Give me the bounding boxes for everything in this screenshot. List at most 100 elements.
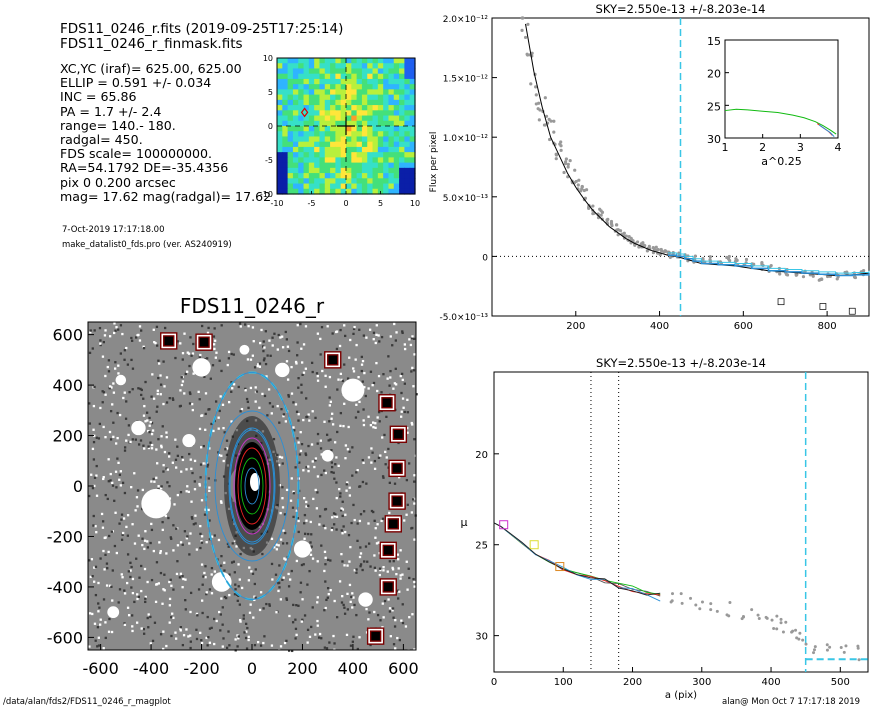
image-noise <box>247 638 250 642</box>
heatmap-cell <box>377 78 384 85</box>
heatmap-cell <box>282 141 289 148</box>
image-noise <box>253 643 257 647</box>
image-noise <box>92 514 95 518</box>
heatmap-cell <box>298 110 305 117</box>
image-noise <box>352 367 355 370</box>
profile-line-black <box>525 23 870 276</box>
mu-point <box>779 621 783 625</box>
sky-point <box>537 118 541 122</box>
image-noise <box>343 606 346 609</box>
sky-point <box>629 236 633 240</box>
heatmap-cell <box>356 178 363 185</box>
heatmap-cell <box>335 105 342 111</box>
heatmap-cell <box>287 136 294 143</box>
image-noise <box>328 641 331 644</box>
image-noise <box>99 339 102 342</box>
heatmap-cell <box>367 183 374 190</box>
mu-point <box>825 643 829 647</box>
inset-x-axis-label: a^0.25 <box>761 155 801 168</box>
image-noise <box>399 577 402 580</box>
image-noise <box>208 627 212 630</box>
image-noise <box>358 328 361 331</box>
image-noise <box>179 572 183 575</box>
image-noise <box>280 408 283 411</box>
image-noise <box>119 484 122 487</box>
image-noise <box>122 396 125 400</box>
heatmap-cell <box>319 99 326 106</box>
image-noise <box>335 347 339 351</box>
heatmap-cell <box>335 68 342 75</box>
heatmap-cell <box>292 115 299 122</box>
heatmap-cell <box>383 84 390 90</box>
heatmap-cell <box>377 89 384 96</box>
heatmap-cell <box>292 84 299 90</box>
heatmap-cell <box>292 126 299 132</box>
image-noise <box>343 402 346 405</box>
image-noise <box>316 379 320 382</box>
image-noise <box>189 336 192 339</box>
mask-box-inner <box>382 544 394 557</box>
heatmap-cell <box>314 115 321 122</box>
image-noise <box>163 450 167 454</box>
image-noise <box>392 616 395 619</box>
mu-point <box>856 646 860 650</box>
map-x-tick-label: -5 <box>308 199 316 208</box>
image-noise <box>195 548 199 551</box>
heatmap-cell <box>393 110 400 117</box>
image-noise <box>131 591 135 595</box>
image-noise <box>244 323 247 326</box>
image-noise <box>219 564 223 567</box>
image-noise <box>319 447 323 450</box>
image-x-tick-label: -600 <box>82 659 118 678</box>
image-noise <box>254 596 257 599</box>
image-noise <box>407 567 410 570</box>
heatmap-cell <box>367 188 374 195</box>
image-noise <box>170 616 173 619</box>
image-noise <box>353 569 356 572</box>
image-noise <box>155 325 159 329</box>
image-noise <box>328 404 331 407</box>
image-noise <box>299 322 302 326</box>
heatmap-cell <box>308 120 315 127</box>
image-noise <box>135 336 138 339</box>
image-noise <box>201 414 204 417</box>
radgal-ellipse-inner <box>205 372 299 600</box>
image-noise <box>411 613 414 616</box>
image-noise <box>202 575 205 578</box>
image-noise <box>258 362 262 365</box>
image-noise <box>296 341 299 344</box>
heatmap-cell <box>282 94 289 101</box>
image-noise <box>268 402 272 405</box>
mu-point <box>757 617 761 621</box>
image-noise <box>129 569 132 572</box>
heatmap-cell <box>277 110 283 117</box>
image-noise <box>349 600 352 604</box>
sky-point <box>548 137 552 142</box>
image-noise <box>254 400 257 403</box>
heatmap-cell <box>314 89 321 96</box>
image-noise <box>340 529 343 532</box>
image-noise <box>239 620 242 623</box>
heatmap-cell <box>340 167 347 174</box>
sky-y-tick-label: 1.0×10⁻¹² <box>443 134 489 144</box>
image-noise <box>217 453 221 457</box>
image-noise <box>96 645 99 648</box>
image-noise <box>207 408 210 411</box>
image-noise <box>361 480 365 484</box>
image-noise <box>355 568 358 571</box>
heatmap-cell <box>335 157 342 164</box>
image-noise <box>356 539 359 542</box>
image-noise <box>98 606 101 609</box>
image-noise <box>156 405 159 408</box>
heatmap-cell <box>383 183 390 190</box>
heatmap-cell <box>383 58 390 64</box>
heatmap-cell <box>356 99 363 106</box>
image-noise <box>189 532 192 535</box>
image-noise <box>113 367 117 370</box>
image-noise <box>117 601 120 604</box>
heatmap-cell <box>361 120 368 127</box>
image-noise <box>396 553 400 556</box>
heatmap-cell <box>356 84 363 90</box>
heatmap-cell <box>346 105 352 111</box>
image-noise <box>113 322 116 325</box>
